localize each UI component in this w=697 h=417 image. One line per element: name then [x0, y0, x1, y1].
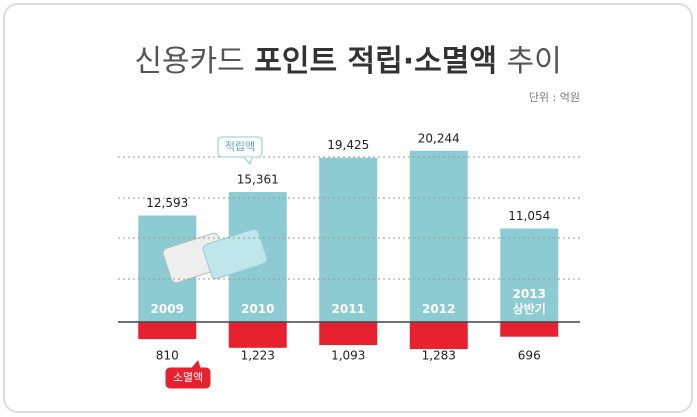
bar	[409, 150, 468, 322]
title-part: 신용카드	[134, 44, 244, 79]
card-illustration	[162, 228, 268, 284]
bar	[319, 322, 378, 346]
legend-callout	[165, 367, 211, 389]
x-tick-label: 2011	[331, 302, 365, 316]
title-part: 포인트 적립·소멸액	[254, 44, 497, 79]
bar	[319, 157, 378, 322]
bar	[500, 322, 559, 337]
value-label: 11,054	[508, 209, 550, 223]
x-tick-label: 2013 상반기	[512, 287, 546, 316]
value-label: 1,223	[241, 349, 275, 363]
legend-callout	[217, 136, 263, 158]
unit-label: 단위 : 억원	[529, 91, 580, 104]
legend-label: 소멸액	[173, 371, 203, 384]
title-part: 추이	[506, 44, 561, 79]
x-tick-label: 2010	[241, 302, 275, 316]
value-label: 19,425	[327, 138, 369, 152]
value-label: 20,244	[418, 131, 460, 145]
value-label: 1,283	[422, 349, 456, 363]
value-label: 696	[518, 349, 541, 363]
bar	[409, 322, 468, 350]
legend-callout-tail	[243, 156, 253, 166]
value-label: 1,093	[331, 349, 365, 363]
bar	[500, 228, 559, 322]
chart-title: 신용카드 포인트 적립·소멸액 추이	[134, 44, 561, 79]
x-tick-label: 2012	[422, 302, 456, 316]
legend-callout-tail	[191, 359, 201, 369]
value-label: 810	[156, 349, 179, 363]
value-label: 15,361	[237, 173, 279, 187]
value-label: 12,593	[146, 196, 188, 210]
bar	[138, 322, 197, 340]
bar	[228, 322, 287, 348]
legend-label: 적립액	[225, 140, 255, 153]
x-tick-label: 2009	[150, 302, 184, 316]
